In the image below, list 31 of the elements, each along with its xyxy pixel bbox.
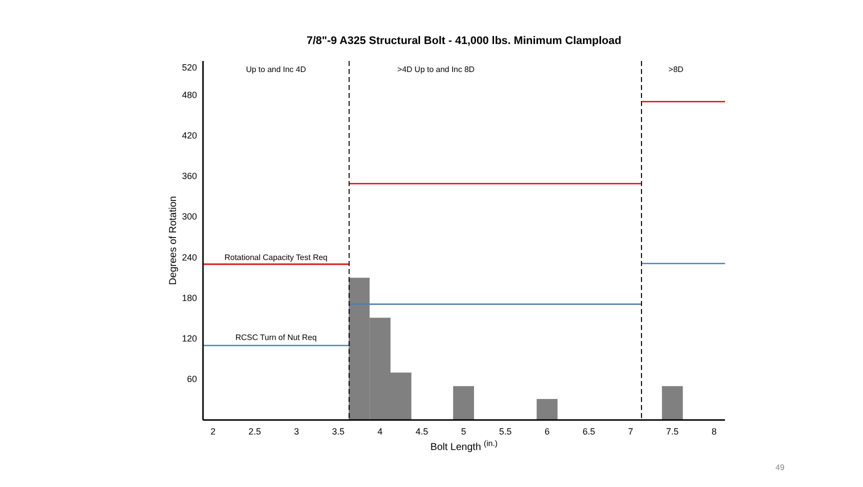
y-tick-label: 120 [182, 334, 197, 344]
annotation: >8D [668, 65, 684, 74]
x-tick-label: 3.5 [332, 426, 345, 436]
chart-title: 7/8"-9 A325 Structural Bolt - 41,000 lbs. Minimum Clampload [306, 35, 622, 47]
y-tick-label: 480 [182, 90, 197, 100]
y-tick-label: 60 [186, 374, 197, 384]
x-tick-label: 7 [628, 426, 634, 436]
y-axis-title: Degrees of Rotation [168, 196, 179, 285]
x-tick-label: 4 [378, 426, 383, 436]
y-tick-label: 300 [182, 212, 197, 222]
y-tick-label: 240 [182, 252, 197, 262]
x-tick-label: 2.5 [248, 426, 262, 436]
x-tick-label: 8 [712, 426, 717, 436]
x-axis-title: Bolt Length $^{(in.)}$ [430, 438, 498, 453]
text: 49 [776, 463, 785, 472]
x-tick-label: 2 [210, 426, 216, 436]
annotation: >4D Up to and Inc 8D [397, 65, 475, 74]
annotation: RCSC Turn of Nut Req [235, 333, 317, 342]
y-tick-label: 420 [182, 130, 197, 140]
annotation: Rotational Capacity Test Req [224, 253, 328, 262]
x-tick-label: 3 [294, 426, 300, 436]
x-tick-label: 6.5 [582, 426, 596, 436]
y-tick-label: 180 [182, 292, 197, 303]
x-tick-label: 7.5 [666, 426, 679, 436]
x-tick-label: 5.5 [499, 426, 512, 436]
annotation: Up to and Inc 4D [246, 65, 306, 74]
x-tick-label: 6 [544, 426, 550, 436]
x-tick-label: 5 [461, 426, 466, 436]
x-tick-label: 4.5 [416, 426, 428, 436]
y-tick-label: 520 [182, 62, 197, 73]
y-tick-label: 360 [182, 171, 197, 182]
